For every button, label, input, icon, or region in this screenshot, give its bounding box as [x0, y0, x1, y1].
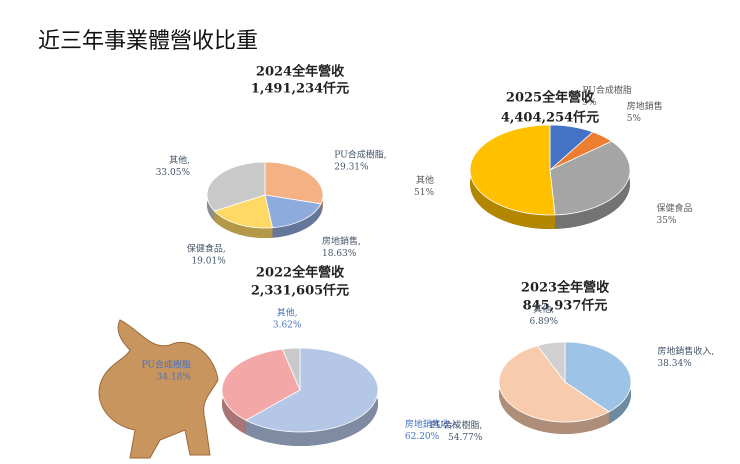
chart-title: 2022全年營收	[256, 265, 345, 281]
chart-title: 2024全年營收	[256, 64, 345, 80]
pie-slice	[264, 194, 322, 229]
slice-value: 62.20%	[405, 432, 440, 442]
slice-value: 35%	[656, 216, 676, 226]
chart-subtitle: 4,404,254仟元	[501, 110, 599, 126]
slice-label: 其他,	[277, 307, 298, 319]
pie-slice	[281, 347, 301, 391]
slice-value: 34.18%	[157, 372, 192, 382]
slice-value: 9%	[582, 98, 597, 108]
statue-decoration	[98, 319, 219, 459]
slice-label: 保健食品,	[187, 243, 226, 255]
slice-label: PU合成樹脂	[582, 84, 631, 96]
slice-label: 房地銷售收入,	[657, 345, 714, 357]
pie-slice	[264, 161, 324, 205]
slice-value: 33.05%	[156, 168, 191, 178]
chart-subtitle: 1,491,234仟元	[251, 81, 349, 97]
slice-label: 保健食品	[656, 202, 692, 214]
chart-subtitle: 2,331,605仟元	[251, 283, 349, 299]
pie-side	[245, 348, 378, 446]
pie-slice	[536, 341, 566, 384]
pie-slice	[213, 194, 273, 229]
pie-slice	[206, 161, 266, 212]
slide-title: 近三年事業體營收比重	[38, 29, 258, 54]
slice-label: PU合成樹脂,	[334, 149, 386, 161]
slice-value: 29.31%	[334, 163, 369, 173]
slice-value: 38.34%	[657, 359, 692, 369]
pie-side	[499, 345, 610, 434]
slice-label: 房地銷售,	[322, 235, 361, 247]
slice-label: PU合成樹脂,	[430, 419, 482, 431]
chart-title: 2023全年營收	[521, 280, 610, 296]
pie-slice	[469, 124, 556, 216]
slice-label: 其他	[416, 174, 434, 186]
slice-label: PU合成樹脂	[141, 358, 190, 370]
pie-slice	[549, 140, 631, 216]
slice-label: 其他,	[533, 303, 554, 315]
slice-label: 其他,	[169, 154, 190, 166]
slice-value: 18.63%	[322, 249, 357, 259]
slice-label: 房地銷售收入	[405, 418, 459, 430]
chart-title: 2025全年營收	[506, 90, 595, 106]
pie-side	[272, 203, 321, 238]
pie-slice	[498, 345, 610, 423]
slice-value: 54.77%	[448, 433, 483, 443]
pie-slice	[245, 347, 379, 433]
pie-slice	[564, 341, 632, 413]
slice-label: 房地銷售	[627, 100, 663, 112]
pie-slice	[221, 348, 301, 421]
slice-value: 19.01%	[191, 257, 226, 267]
pie-side	[555, 141, 630, 229]
slice-value: 3.62%	[273, 321, 302, 331]
slice-value: 6.89%	[529, 317, 558, 327]
slice-value: 51%	[414, 188, 434, 198]
chart-subtitle: 845,937仟元	[523, 298, 608, 314]
pie-side	[214, 210, 273, 238]
slice-value: 5%	[627, 114, 642, 124]
